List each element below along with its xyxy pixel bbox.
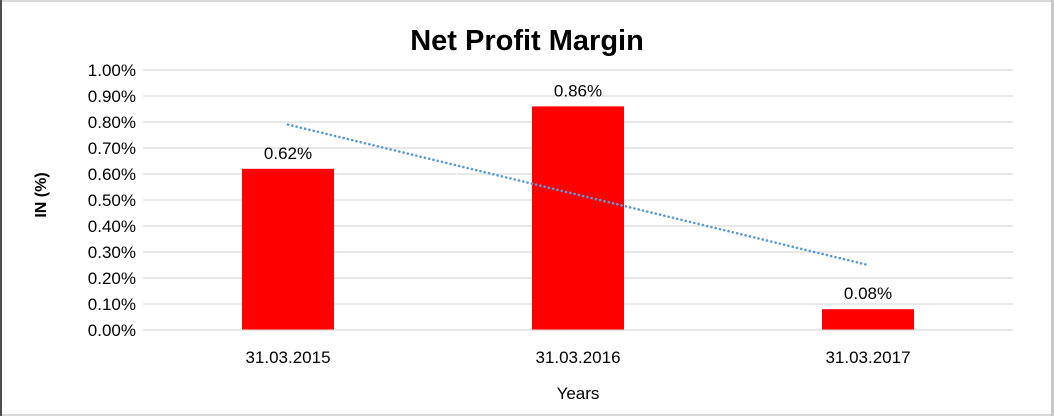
y-tick-label: 0.40% [88,217,136,236]
window-border-right [1051,0,1054,416]
y-axis-title: IN (%) [33,172,50,218]
bar-data-label: 0.62% [264,144,312,163]
y-tick-label: 0.50% [88,191,136,210]
window-border-left [0,0,2,416]
x-tick-label: 31.03.2015 [245,348,330,367]
y-tick-label: 0.70% [88,139,136,158]
y-tick-label: 0.30% [88,243,136,262]
y-tick-label: 0.00% [88,321,136,340]
x-tick-label: 31.03.2016 [535,348,620,367]
chart-title: Net Profit Margin [410,25,644,57]
y-tick-label: 0.10% [88,295,136,314]
window-border-bottom [0,414,1054,416]
y-tick-label: 0.80% [88,113,136,132]
bar-data-label: 0.08% [844,284,892,303]
y-tick-label: 0.20% [88,269,136,288]
window-border-top [0,0,1054,2]
bar [532,106,624,330]
bar [822,309,914,330]
x-axis-title: Years [556,384,600,403]
y-tick-label: 1.00% [88,61,136,80]
y-tick-label: 0.90% [88,87,136,106]
y-tick-label: 0.60% [88,165,136,184]
x-tick-label: 31.03.2017 [825,348,910,367]
trendline [286,123,870,267]
bar-data-label: 0.86% [554,81,602,100]
bar [242,168,334,330]
